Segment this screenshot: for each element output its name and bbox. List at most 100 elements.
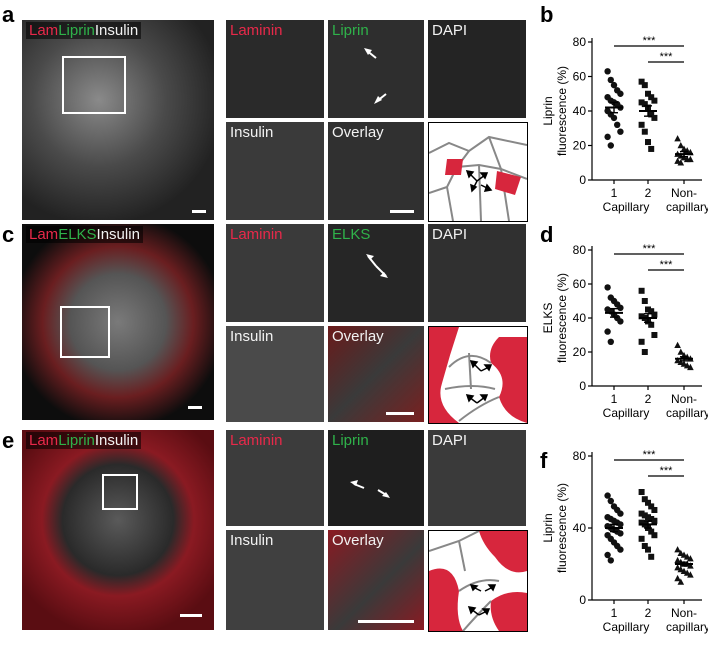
data-point [648, 553, 655, 560]
data-point [648, 516, 655, 522]
data-point [648, 321, 655, 328]
chart-f-svg: Liprin fluorescence (%) 0 40 80 1 2 Non- Capilla… [541, 449, 708, 634]
data-point [687, 363, 694, 371]
data-point [604, 328, 611, 335]
tile-label: DAPI [432, 226, 468, 243]
x-tick-label: 1 [611, 186, 618, 200]
x-sub-label: Capillary [603, 200, 650, 214]
chart-b-svg: Liprin fluorescence (%) 0 20 40 60 80 1 2 Non- Cap… [541, 35, 708, 214]
data-point [638, 489, 645, 495]
data-point [651, 507, 658, 513]
arrows [366, 254, 388, 278]
panel-letter-e: e [2, 428, 15, 453]
data-point [617, 521, 624, 528]
data-point [651, 114, 658, 121]
data-point [677, 565, 685, 573]
zoom-box [60, 306, 110, 358]
data-point [607, 142, 614, 149]
data-point [607, 497, 614, 505]
insulin-label: Insulin [94, 22, 139, 39]
data-point [651, 311, 658, 318]
data-point [648, 94, 655, 101]
data-point [604, 551, 611, 559]
x-tick-label: 1 [611, 606, 618, 620]
panel-letter-b: b [540, 2, 554, 27]
data-point [677, 549, 685, 556]
tile-label: DAPI [432, 432, 468, 449]
x-tick-label: Non- [671, 392, 697, 406]
tile-label: DAPI [432, 22, 468, 39]
data-point [645, 514, 651, 521]
data-point [638, 121, 645, 128]
data-point [674, 564, 681, 571]
lam-label: Lam [29, 432, 59, 449]
data-point [607, 557, 614, 564]
data-point [638, 519, 645, 526]
tile-dapi-a: DAPI [428, 20, 526, 118]
data-point [648, 503, 655, 510]
x-tick-label: 2 [645, 606, 652, 620]
data-point [641, 496, 648, 503]
data-point [645, 139, 651, 146]
chart-d: ELKS fluorescence (%) 0 20 40 60 80 1 2 Non- Capil… [538, 236, 708, 430]
y-tick-label: 60 [573, 70, 587, 84]
data-point [680, 551, 688, 558]
tile-label: Liprin [332, 432, 369, 449]
y-axis-label-2: fluorescence (%) [555, 66, 569, 156]
data-point [648, 308, 655, 315]
tile-label: Overlay [332, 328, 384, 345]
data-point [641, 298, 648, 304]
panel-letter-d: d [540, 222, 554, 247]
tile-liprin-e: Liprin [328, 430, 424, 526]
data-point [687, 555, 694, 562]
stain-label: ELKS [58, 226, 97, 243]
data-point [677, 348, 685, 355]
data-point [617, 90, 624, 97]
tile-laminin-c: Laminin [226, 224, 324, 322]
tile-label: Laminin [230, 432, 283, 449]
tile-label: Overlay [332, 124, 384, 141]
y-tick-label: 80 [573, 449, 587, 463]
tile-label: Overlay [332, 532, 384, 549]
scale-bar [180, 614, 202, 617]
tile-label: Laminin [230, 226, 283, 243]
schematic-a [428, 122, 528, 222]
data-point [641, 349, 648, 355]
data-point [687, 155, 694, 163]
data-point [687, 571, 694, 578]
data-point [604, 284, 611, 291]
y-tick-label: 40 [573, 521, 587, 535]
data-point [674, 556, 681, 564]
data-point [677, 578, 685, 585]
sig-label: *** [643, 243, 657, 255]
x-tick-label: Non- [671, 186, 697, 200]
data-point [617, 530, 624, 537]
stain-label: Liprin [58, 432, 95, 449]
tile-elks-c: ELKS [328, 224, 424, 322]
schematic-c [428, 326, 528, 424]
data-point [610, 114, 618, 122]
y-tick-label: 0 [579, 379, 586, 393]
data-point [641, 101, 648, 108]
chart-f: Liprin fluorescence (%) 0 40 80 1 2 Non- Capilla… [538, 442, 708, 644]
tile-dapi-e: DAPI [428, 430, 526, 526]
data-point [648, 111, 655, 118]
scale-bar [188, 406, 202, 409]
data-point [604, 133, 611, 141]
scale-bar [192, 210, 206, 213]
y-tick-label: 20 [573, 345, 587, 359]
zoom-box [62, 56, 126, 114]
insulin-label: Insulin [94, 432, 139, 449]
tile-label: Insulin [230, 532, 274, 549]
y-axis-label: ELKS [541, 303, 555, 334]
data-point [641, 512, 648, 519]
panel-letter-a: a [2, 2, 15, 27]
schematic-drawing [429, 327, 527, 423]
overview-label-a: LamLiprinInsulin [26, 22, 142, 39]
data-point [674, 135, 681, 142]
y-tick-label: 80 [573, 243, 587, 257]
tile-overlay-a: Overlay [328, 122, 424, 220]
data-point [677, 159, 685, 166]
tile-dapi-c: DAPI [428, 224, 526, 322]
tile-laminin-e: Laminin [226, 430, 324, 526]
